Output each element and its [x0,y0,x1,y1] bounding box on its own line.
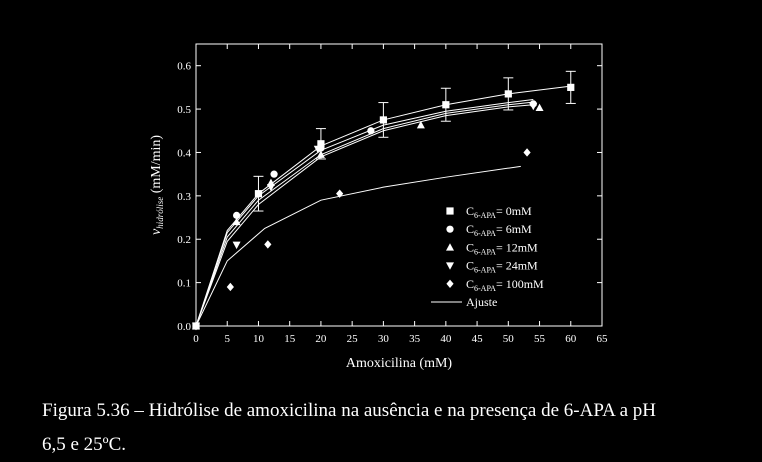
data-point [254,190,263,198]
data-point [535,103,544,111]
legend-fit-label: Ajuste [466,295,497,309]
data-point [567,83,575,91]
x-tick-label: 40 [440,333,452,345]
x-axis-label: Amoxicilina (mM) [346,356,452,371]
data-point [313,145,322,154]
fit-line [195,104,534,327]
x-tick-label: 60 [565,333,577,345]
figure-caption: Figura 5.36 – Hidrólise de amoxicilina n… [42,394,732,462]
data-point [266,183,275,192]
x-tick-label: 30 [378,333,390,345]
x-tick-label: 15 [284,333,296,345]
fit-line [195,85,571,327]
data-point [504,90,512,98]
x-tick-label: 25 [347,333,359,345]
legend-label: C6-APA= 24mM [466,259,538,275]
data-point [416,120,425,129]
y-tick-label: 0.4 [177,147,191,159]
fit-line [195,99,534,327]
data-point [523,148,531,157]
y-tick-label: 0.3 [177,191,191,203]
x-tick-label: 20 [315,333,327,345]
fit-line [195,101,534,327]
caption-line-1: Figura 5.36 – Hidrólise de amoxicilina n… [42,400,656,421]
x-tick-label: 45 [472,333,484,345]
y-axis-label: vhidrólise (mM/min) [149,135,165,235]
data-point [316,150,325,158]
x-tick-label: 0 [193,333,199,345]
data-point [192,321,200,331]
x-tick-label: 10 [253,333,265,345]
y-axis-label-unit: (mM/min) [149,135,164,197]
data-point [226,282,234,292]
y-tick-label: 0.0 [177,321,191,333]
legend: C6-APA= 0mM C6-APA= 6mM C6-APA= 12mM C6-APA… [431,204,544,309]
data-point [232,217,241,226]
fit-lines [195,85,571,327]
fit-line [195,165,521,327]
data-point [367,127,375,135]
legend-label: C6-APA= 0mM [466,204,532,220]
data-point [264,240,272,249]
axes: 0 5 10 15 20 25 30 35 40 45 50 55 60 65 0.0 0.1 0.2 0.3 0.… [177,44,608,345]
x-tick-label: 65 [597,333,609,345]
data-point [317,140,325,148]
data-point [529,102,538,111]
plot-frame [195,43,603,327]
y-axis-label-main: v [149,228,164,235]
y-tick-label: 0.6 [177,61,191,73]
x-tick-label: 55 [534,333,546,345]
x-tick-label: 5 [224,333,230,345]
y-tick-label: 0.5 [177,104,191,116]
chart: 0 5 10 15 20 25 30 35 40 45 50 55 60 65 0.0 0.1 0.2 0.3 0.… [149,43,608,371]
y-tick-label: 0.2 [177,234,191,246]
legend-marker [446,262,454,270]
data-point [336,189,344,198]
legend-label: C6-APA= 100mM [466,277,544,293]
data-point [232,241,241,250]
x-tick-label: 50 [503,333,515,345]
legend-marker [446,207,454,215]
data-point [233,211,241,219]
legend-marker [446,279,454,288]
caption-line-2: 6,5 e 25ºC. [42,434,126,455]
y-tick-label: 0.1 [177,278,191,290]
legend-label: C6-APA= 12mM [466,240,538,256]
data-point [379,116,387,124]
legend-label: C6-APA= 6mM [466,222,532,238]
x-tick-label: 35 [409,333,421,345]
legend-marker [446,225,454,233]
data-point [442,101,450,109]
legend-marker [446,243,454,251]
data-point [270,170,278,178]
y-axis-label-sub: hidrólise [155,197,165,229]
data-points [192,70,576,331]
